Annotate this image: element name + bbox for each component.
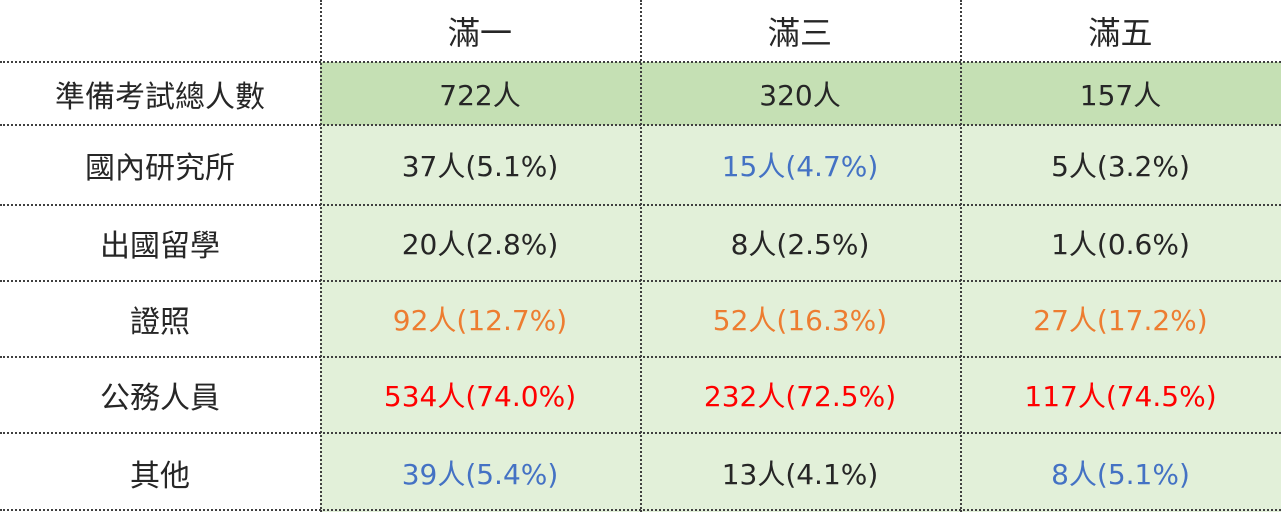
table-cell: 534人(74.0%) — [320, 357, 640, 433]
table-cell: 52人(16.3%) — [640, 281, 960, 357]
table-cell: 37人(5.1%) — [320, 125, 640, 205]
table-cell: 320人 — [640, 62, 960, 125]
corner-cell — [0, 0, 320, 62]
table-cell: 39人(5.4%) — [320, 433, 640, 512]
table-cell: 8人(5.1%) — [960, 433, 1281, 512]
column-header-5: 滿五 — [1088, 14, 1153, 52]
table-cell: 232人(72.5%) — [640, 357, 960, 433]
row-label-total: 準備考試總人數 — [55, 79, 265, 115]
table-cell: 117人(74.5%) — [960, 357, 1281, 433]
table-cell: 92人(12.7%) — [320, 281, 640, 357]
row-label-civil-servant: 公務人員 — [100, 381, 220, 416]
row-label-grad-school: 國內研究所 — [85, 151, 235, 186]
table-cell: 5人(3.2%) — [960, 125, 1281, 205]
column-header-1: 滿一 — [447, 14, 512, 52]
table-cell: 722人 — [320, 62, 640, 125]
row-label-other: 其他 — [130, 458, 190, 494]
table-cell: 27人(17.2%) — [960, 281, 1281, 357]
table-cell: 20人(2.8%) — [320, 205, 640, 281]
table-cell: 8人(2.5%) — [640, 205, 960, 281]
row-label-study-abroad: 出國留學 — [100, 229, 220, 264]
table-cell: 1人(0.6%) — [960, 205, 1281, 281]
table-cell: 15人(4.7%) — [640, 125, 960, 205]
row-label-certificate: 證照 — [130, 305, 190, 340]
table-cell: 13人(4.1%) — [640, 433, 960, 512]
column-header-3: 滿三 — [767, 14, 832, 52]
table-cell: 157人 — [960, 62, 1281, 125]
